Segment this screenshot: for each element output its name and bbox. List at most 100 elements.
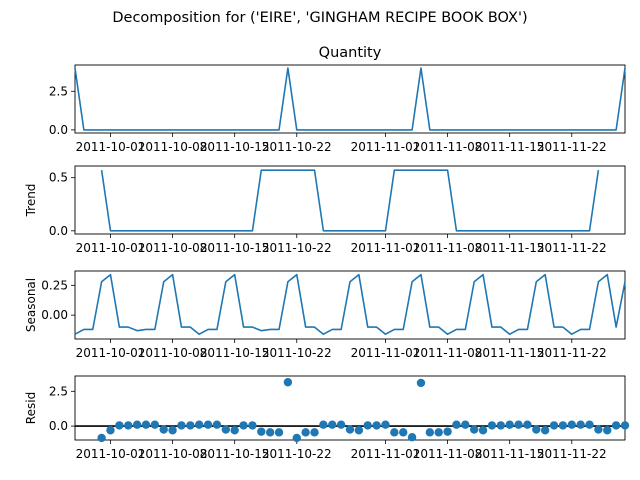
x-tick-label: 2011-11-08 [413,346,483,360]
x-tick-label: 2011-10-01 [76,140,146,154]
resid-point [194,420,204,429]
axes-frame [74,270,626,340]
resid-point [159,425,168,434]
x-tick-label: 2011-11-22 [537,241,607,255]
resid-point [567,420,576,429]
resid-point [594,425,603,434]
x-tick-label: 2011-10-08 [138,447,208,461]
resid-point [603,426,612,435]
resid-point [292,433,301,443]
resid-point [141,420,151,429]
resid-point [248,421,257,430]
series-line [100,169,600,232]
resid-point [106,426,115,435]
resid-point [469,425,479,434]
subplot-title: Quantity [319,45,382,61]
resid-point [345,425,355,434]
resid-point [407,433,417,442]
resid-point [363,421,372,430]
subplot-panels: Quantity0.02.52011-10-012011-10-082011-1… [24,45,630,461]
resid-point [416,378,426,388]
resid-point [372,421,381,430]
x-tick-label: 2011-11-01 [351,241,421,255]
x-tick-label: 2011-10-08 [138,241,208,255]
resid-point [132,420,142,429]
resid-point [150,420,160,429]
x-tick-label: 2011-10-15 [200,140,270,154]
resid-point [310,428,319,437]
resid-point [186,421,195,430]
resid-point [443,427,452,436]
resid-point [434,428,443,437]
resid-point [177,421,186,430]
axes-frame [74,64,626,134]
x-tick-label: 2011-11-22 [537,447,607,461]
x-tick-label: 2011-10-15 [200,241,270,255]
resid-point [97,433,106,443]
series-line [74,67,626,131]
x-tick-label: 2011-11-01 [351,346,421,360]
resid-point [168,426,177,435]
resid-point [239,421,248,430]
subplot-1: Quantity0.02.52011-10-012011-10-082011-1… [49,45,626,154]
y-tick-label: 0.0 [49,419,68,433]
x-tick-label: 2011-11-08 [413,447,483,461]
y-axis-label: Resid [24,392,38,424]
resid-point [514,420,523,429]
x-tick-label: 2011-10-08 [138,140,208,154]
resid-point [221,425,231,434]
resid-point [212,420,222,429]
resid-point [328,420,337,429]
x-tick-label: 2011-10-22 [262,241,332,255]
x-tick-label: 2011-10-01 [76,346,146,360]
resid-point [390,428,399,437]
x-tick-label: 2011-10-22 [262,346,332,360]
resid-point [505,420,514,429]
y-tick-label: 2.5 [49,84,68,98]
x-tick-label: 2011-10-01 [76,241,146,255]
x-tick-label: 2011-11-15 [475,140,545,154]
x-tick-label: 2011-10-15 [200,346,270,360]
resid-point [620,421,630,430]
resid-point [487,421,497,430]
x-tick-label: 2011-11-22 [537,140,607,154]
resid-point [540,426,550,435]
y-axis-label: Seasonal [24,278,38,332]
x-tick-label: 2011-11-15 [475,447,545,461]
y-tick-label: 2.5 [49,384,68,398]
resid-point [611,421,621,430]
resid-point [425,428,435,437]
x-tick-label: 2011-10-15 [200,447,270,461]
x-tick-label: 2011-11-01 [351,447,421,461]
resid-point [230,426,239,435]
resid-point [354,426,364,435]
resid-point [283,378,293,387]
x-tick-label: 2011-11-08 [413,140,483,154]
y-tick-label: 0.0 [49,123,68,137]
x-tick-label: 2011-11-01 [351,140,421,154]
x-tick-label: 2011-11-15 [475,241,545,255]
resid-point [301,428,310,437]
resid-point [381,420,390,429]
resid-point [532,425,541,434]
subplot-3: Seasonal 0.000.252011-10-012011-10-082011… [24,270,626,360]
x-tick-label: 2011-11-15 [475,346,545,360]
resid-point [124,421,133,430]
resid-point [265,428,275,437]
y-axis-label: Trend [24,184,38,218]
resid-point [461,420,470,429]
resid-point [496,421,506,430]
y-tick-label: 0.0 [49,224,68,238]
y-tick-label: 0.00 [41,308,68,322]
x-tick-label: 2011-10-22 [262,140,332,154]
x-tick-label: 2011-11-08 [413,241,483,255]
resid-point [549,421,559,430]
figure-title: Decomposition for ('EIRE', 'GINGHAM RECI… [112,10,527,26]
resid-point [203,420,213,429]
axes-frame [74,165,626,235]
x-tick-label: 2011-10-08 [138,346,208,360]
resid-point [399,428,408,437]
resid-point [274,428,284,437]
resid-point [336,420,346,429]
